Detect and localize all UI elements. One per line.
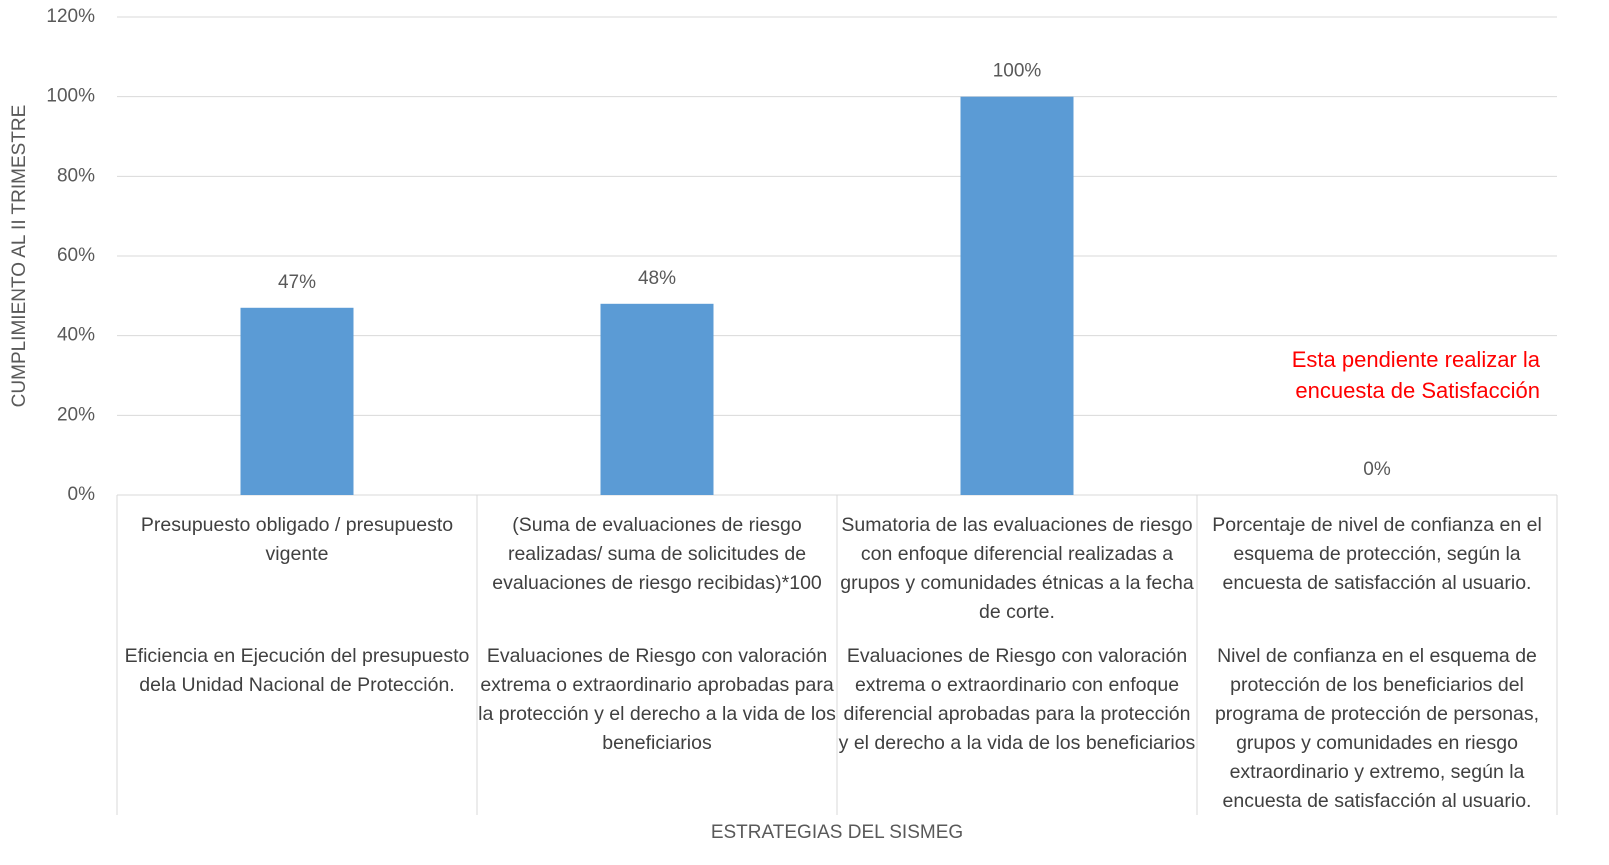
bar <box>960 96 1074 496</box>
y-axis-label: CUMPLIMIENTO AL II TRIMESTRE <box>9 105 30 408</box>
y-tick-label: 40% <box>57 325 95 346</box>
data-label: 100% <box>993 61 1042 82</box>
x-group-label: Eficiencia en Ejecución del presupuesto … <box>124 645 470 696</box>
x-axis-label: ESTRATEGIAS DEL SISMEG <box>711 822 963 843</box>
y-tick-label: 120% <box>46 6 95 27</box>
y-tick-label: 80% <box>57 165 95 186</box>
x-tick-label: (Suma de evaluaciones de riesgo realizad… <box>492 514 822 594</box>
annotation: Esta pendiente realizar la encuesta de S… <box>1291 347 1540 403</box>
bar <box>600 303 714 495</box>
data-label: 0% <box>1363 459 1391 480</box>
x-tick-label: Porcentaje de nivel de confianza en el e… <box>1212 514 1542 594</box>
bar <box>240 307 354 495</box>
x-group-label: Nivel de confianza en el esquema de prot… <box>1214 645 1540 812</box>
y-tick-label: 0% <box>68 484 96 505</box>
y-tick-label: 60% <box>57 245 95 266</box>
x-tick-label: Sumatoria de las evaluaciones de riesgo … <box>840 514 1194 623</box>
x-group-label: Evaluaciones de Riesgo con valoración ex… <box>478 645 836 754</box>
x-tick-label: Presupuesto obligado / presupuesto vigen… <box>140 514 454 565</box>
data-label: 48% <box>638 268 676 289</box>
y-tick-label: 20% <box>57 404 95 425</box>
data-label: 47% <box>278 272 316 293</box>
x-group-label: Evaluaciones de Riesgo con valoración ex… <box>838 645 1196 754</box>
y-tick-label: 100% <box>46 86 95 107</box>
